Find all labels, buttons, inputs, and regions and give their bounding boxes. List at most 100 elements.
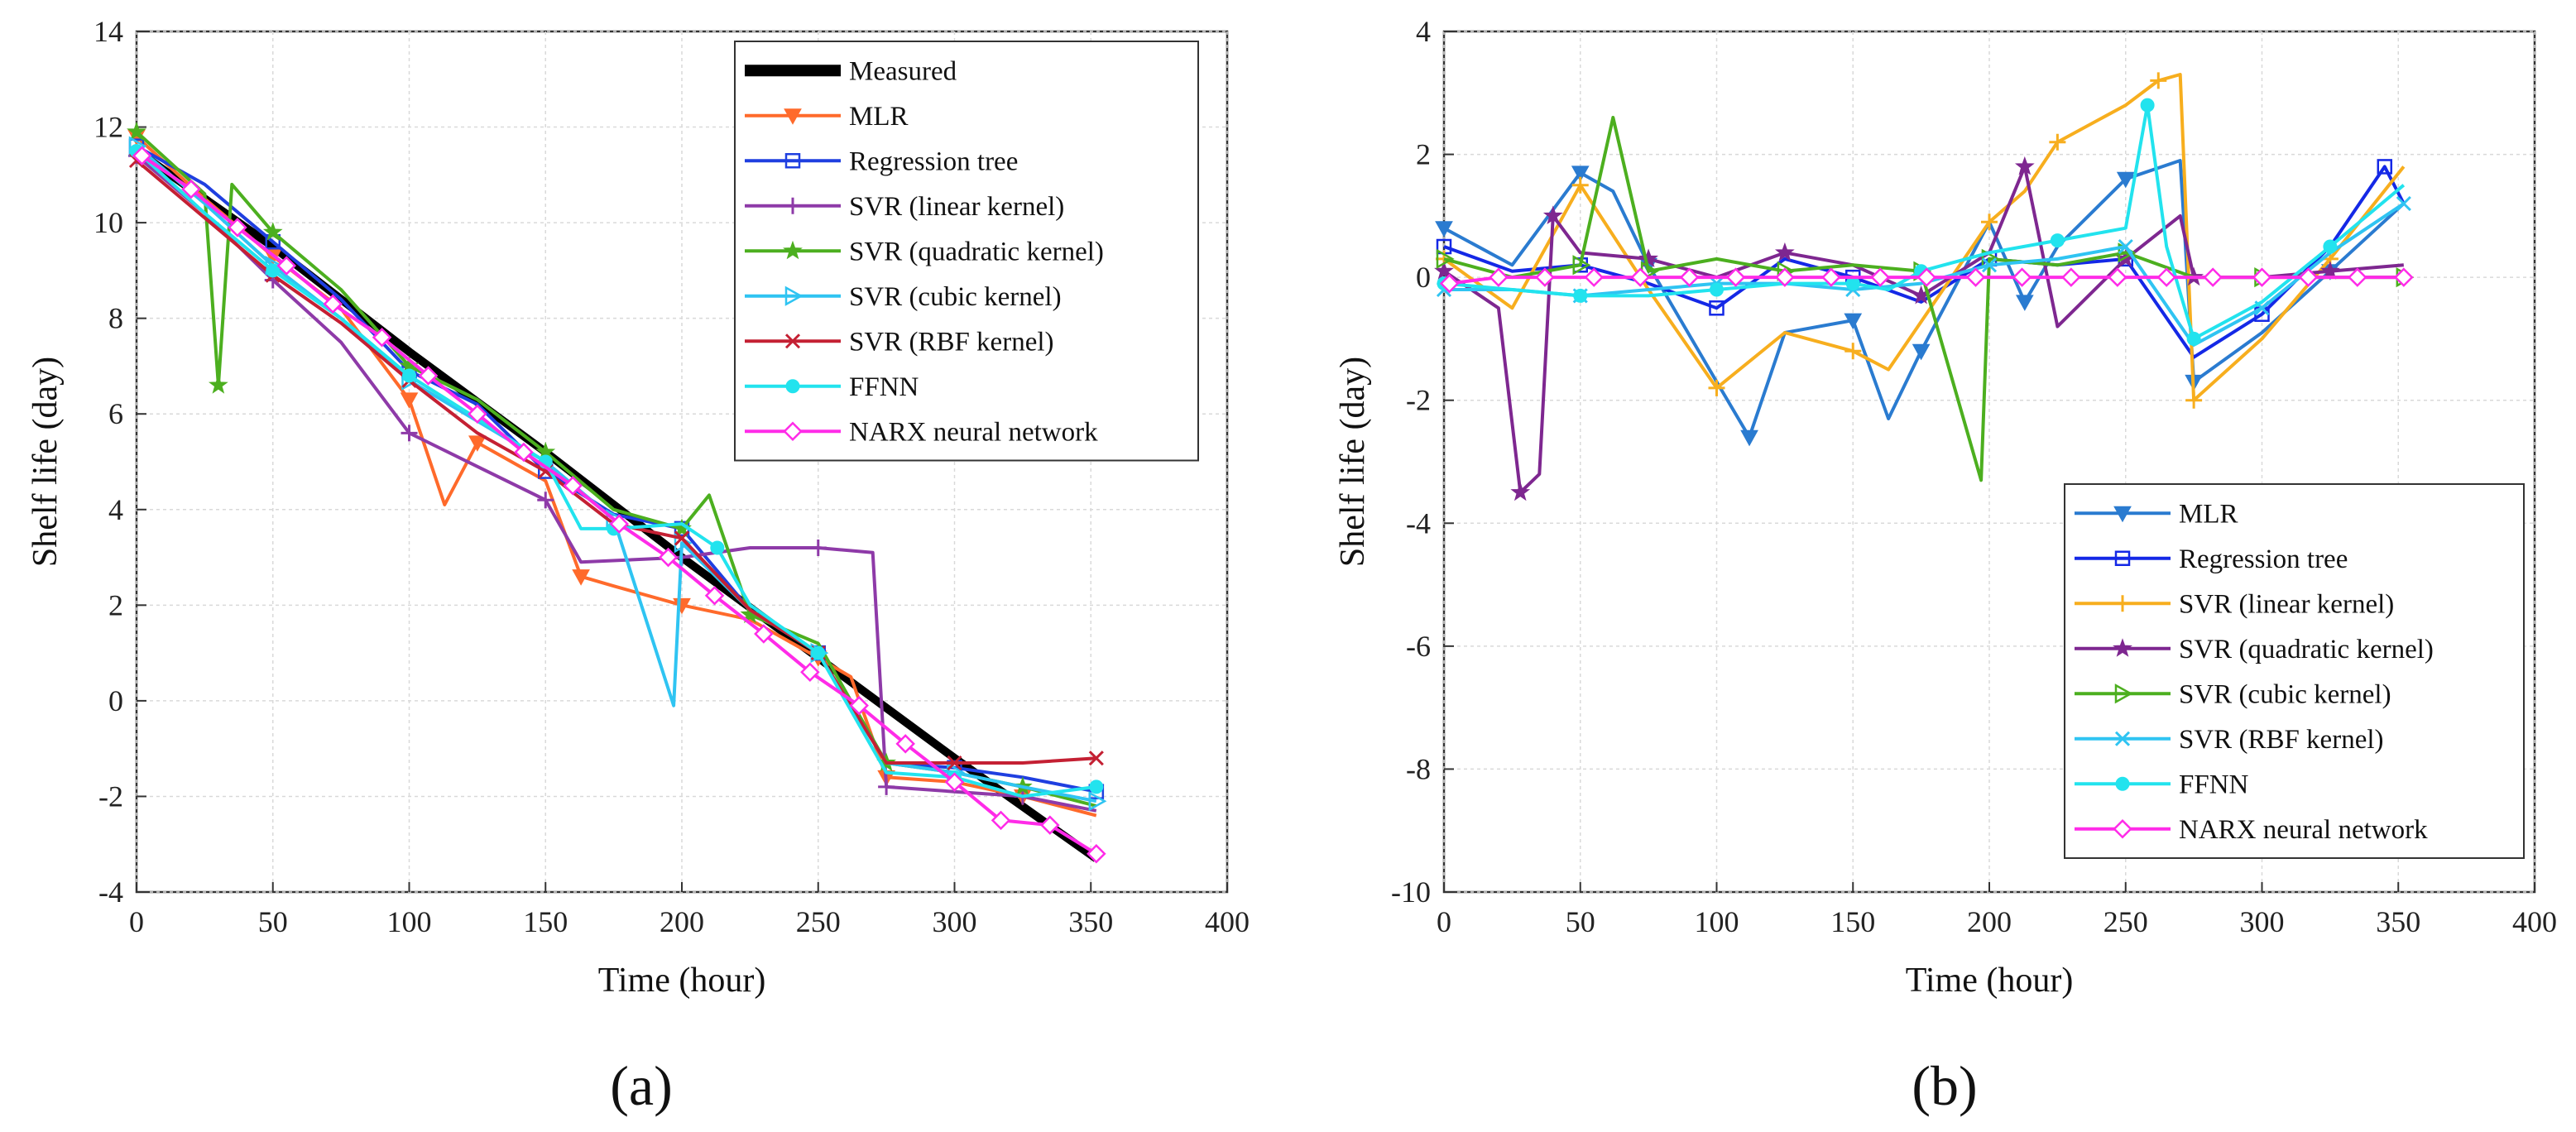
x-tick-label: 0: [129, 905, 144, 938]
data-point-ffnn: [2323, 239, 2338, 254]
y-tick-label: -8: [1406, 752, 1431, 785]
series-line-svr-rbf-kernel: [1444, 202, 2405, 347]
data-point-svr-linear-kernel: [2150, 72, 2167, 89]
legend-marker: [784, 108, 802, 125]
data-point-mlr: [1912, 343, 1931, 361]
data-point-narx-neural-network: [1489, 267, 1509, 287]
data-point-svr-linear-kernel: [2049, 133, 2066, 151]
data-point-narx-neural-network: [323, 294, 343, 314]
series-line-svr-quadratic-kernel: [1442, 165, 2404, 495]
legend-marker: [2113, 818, 2132, 839]
data-point-narx-neural-network: [1870, 267, 1890, 287]
legend-marker: [784, 197, 801, 214]
data-point-mlr: [400, 392, 419, 409]
legend-marker: [785, 379, 800, 394]
y-tick-label: 0: [1416, 261, 1431, 294]
data-point-svr-cubic-kernel: [1088, 791, 1107, 812]
data-point-svr-quadratic-kernel: [740, 604, 760, 623]
data-point-ffnn: [402, 368, 416, 383]
legend-label: NARX neural network: [2179, 815, 2428, 845]
data-point-narx-neural-network: [1630, 267, 1651, 287]
x-tick-label: 250: [2103, 905, 2148, 938]
legend-marker: [2114, 550, 2131, 566]
data-point-svr-linear-kernel: [2185, 391, 2203, 409]
data-point-mlr: [468, 435, 487, 452]
legend-label: SVR (cubic kernel): [849, 282, 1062, 312]
legend-label: SVR (quadratic kernel): [2179, 635, 2434, 664]
data-point-narx-neural-network: [849, 695, 869, 716]
y-tick-label: 12: [94, 111, 123, 144]
data-point-svr-quadratic-kernel: [2014, 156, 2035, 175]
legend-marker: [2114, 684, 2133, 704]
legend-marker: [783, 240, 803, 260]
legend-item-measured: Measured: [745, 56, 957, 86]
data-point-narx-neural-network: [372, 328, 392, 348]
chart-panel-b: 0 50 100 150 200 250 300 350 400 -10-8-6-4-2024 …: [1334, 15, 2557, 1117]
data-point-ffnn: [2050, 233, 2065, 248]
data-point-svr-linear-kernel: [809, 540, 827, 556]
legend-marker: [784, 333, 801, 349]
panel-label-b: (b): [1912, 1054, 1977, 1117]
x-tick-label: 350: [2376, 905, 2420, 938]
data-point-svr-quadratic-kernel: [2319, 261, 2340, 280]
y-tick-label: -2: [1406, 384, 1431, 417]
series-svr-quadratic-kernel: [1434, 156, 2404, 501]
legend-item-regression-tree: Regression tree: [2075, 544, 2348, 574]
series-ffnn: [129, 143, 1104, 799]
data-point-svr-linear-kernel: [1844, 343, 1862, 360]
legend-item-svr-cubic-kernel: SVR (cubic kernel): [2075, 679, 2391, 709]
data-point-narx-neural-network: [181, 179, 201, 199]
series-line-svr-cubic-kernel: [135, 145, 1097, 803]
legend-marker: [784, 153, 801, 169]
panel-label-a: (a): [610, 1054, 672, 1117]
x-tick-label: 50: [1566, 905, 1595, 938]
data-point-narx-neural-network: [1040, 815, 1060, 835]
data-point-svr-quadratic-kernel: [1510, 482, 1531, 501]
data-point-svr-quadratic-kernel: [1542, 205, 1563, 224]
data-point-svr-cubic-kernel: [1572, 255, 1591, 276]
y-tick-label: 14: [94, 15, 123, 48]
legend-marker: [2114, 595, 2131, 612]
data-point-narx-neural-network: [658, 547, 679, 568]
data-point-narx-neural-network: [1965, 267, 1986, 287]
data-point-narx-neural-network: [2298, 267, 2319, 287]
data-point-svr-linear-kernel: [878, 778, 895, 795]
data-point-svr-quadratic-kernel: [1774, 242, 1795, 261]
legend-marker: [2113, 506, 2132, 523]
x-tick-label: 200: [1967, 905, 2012, 938]
data-point-narx-neural-network: [2061, 267, 2081, 287]
data-point-svr-linear-kernel: [401, 424, 418, 442]
x-ticks-a: 0 50 100 150 200 250 300 350 400: [129, 882, 1250, 938]
data-point-mlr: [2116, 171, 2135, 189]
legend-label: FFNN: [849, 372, 919, 402]
legend-marker: [2115, 776, 2130, 791]
data-point-narx-neural-network: [2108, 267, 2127, 287]
x-tick-label: 200: [660, 905, 704, 938]
y-tick-label: -2: [98, 779, 123, 813]
data-point-ffnn: [710, 540, 725, 555]
data-point-narx-neural-network: [1679, 267, 1700, 287]
x-tick-label: 300: [933, 905, 977, 938]
x-ticks-b: 0 50 100 150 200 250 300 350 400: [1437, 882, 2557, 938]
data-point-narx-neural-network: [132, 146, 152, 165]
legend-box: [2064, 483, 2525, 859]
x-tick-label: 350: [1068, 905, 1113, 938]
data-point-narx-neural-network: [754, 624, 774, 644]
x-tick-label: 100: [387, 905, 432, 938]
y-tick-label: -4: [1406, 506, 1431, 540]
series-line-ffnn: [1443, 103, 2406, 341]
legend-label: SVR (linear kernel): [849, 192, 1064, 222]
series-group-b: [1434, 72, 2415, 501]
data-point-svr-rbf-kernel: [947, 755, 962, 771]
y-axis-label-a: Shelf life (day): [26, 357, 65, 567]
x-tick-label: 400: [2512, 905, 2557, 938]
data-point-narx-neural-network: [1439, 273, 1460, 294]
data-point-narx-neural-network: [2348, 267, 2367, 287]
legend-b: MLR Regression tree SVR (linear kernel) SVR…: [2064, 483, 2525, 859]
y-tick-label: 6: [108, 397, 123, 430]
x-tick-label: 250: [796, 905, 841, 938]
data-point-svr-linear-kernel: [1708, 379, 1725, 396]
x-tick-label: 150: [1830, 905, 1875, 938]
data-point-mlr: [1740, 429, 1758, 447]
data-point-narx-neural-network: [1775, 267, 1795, 287]
